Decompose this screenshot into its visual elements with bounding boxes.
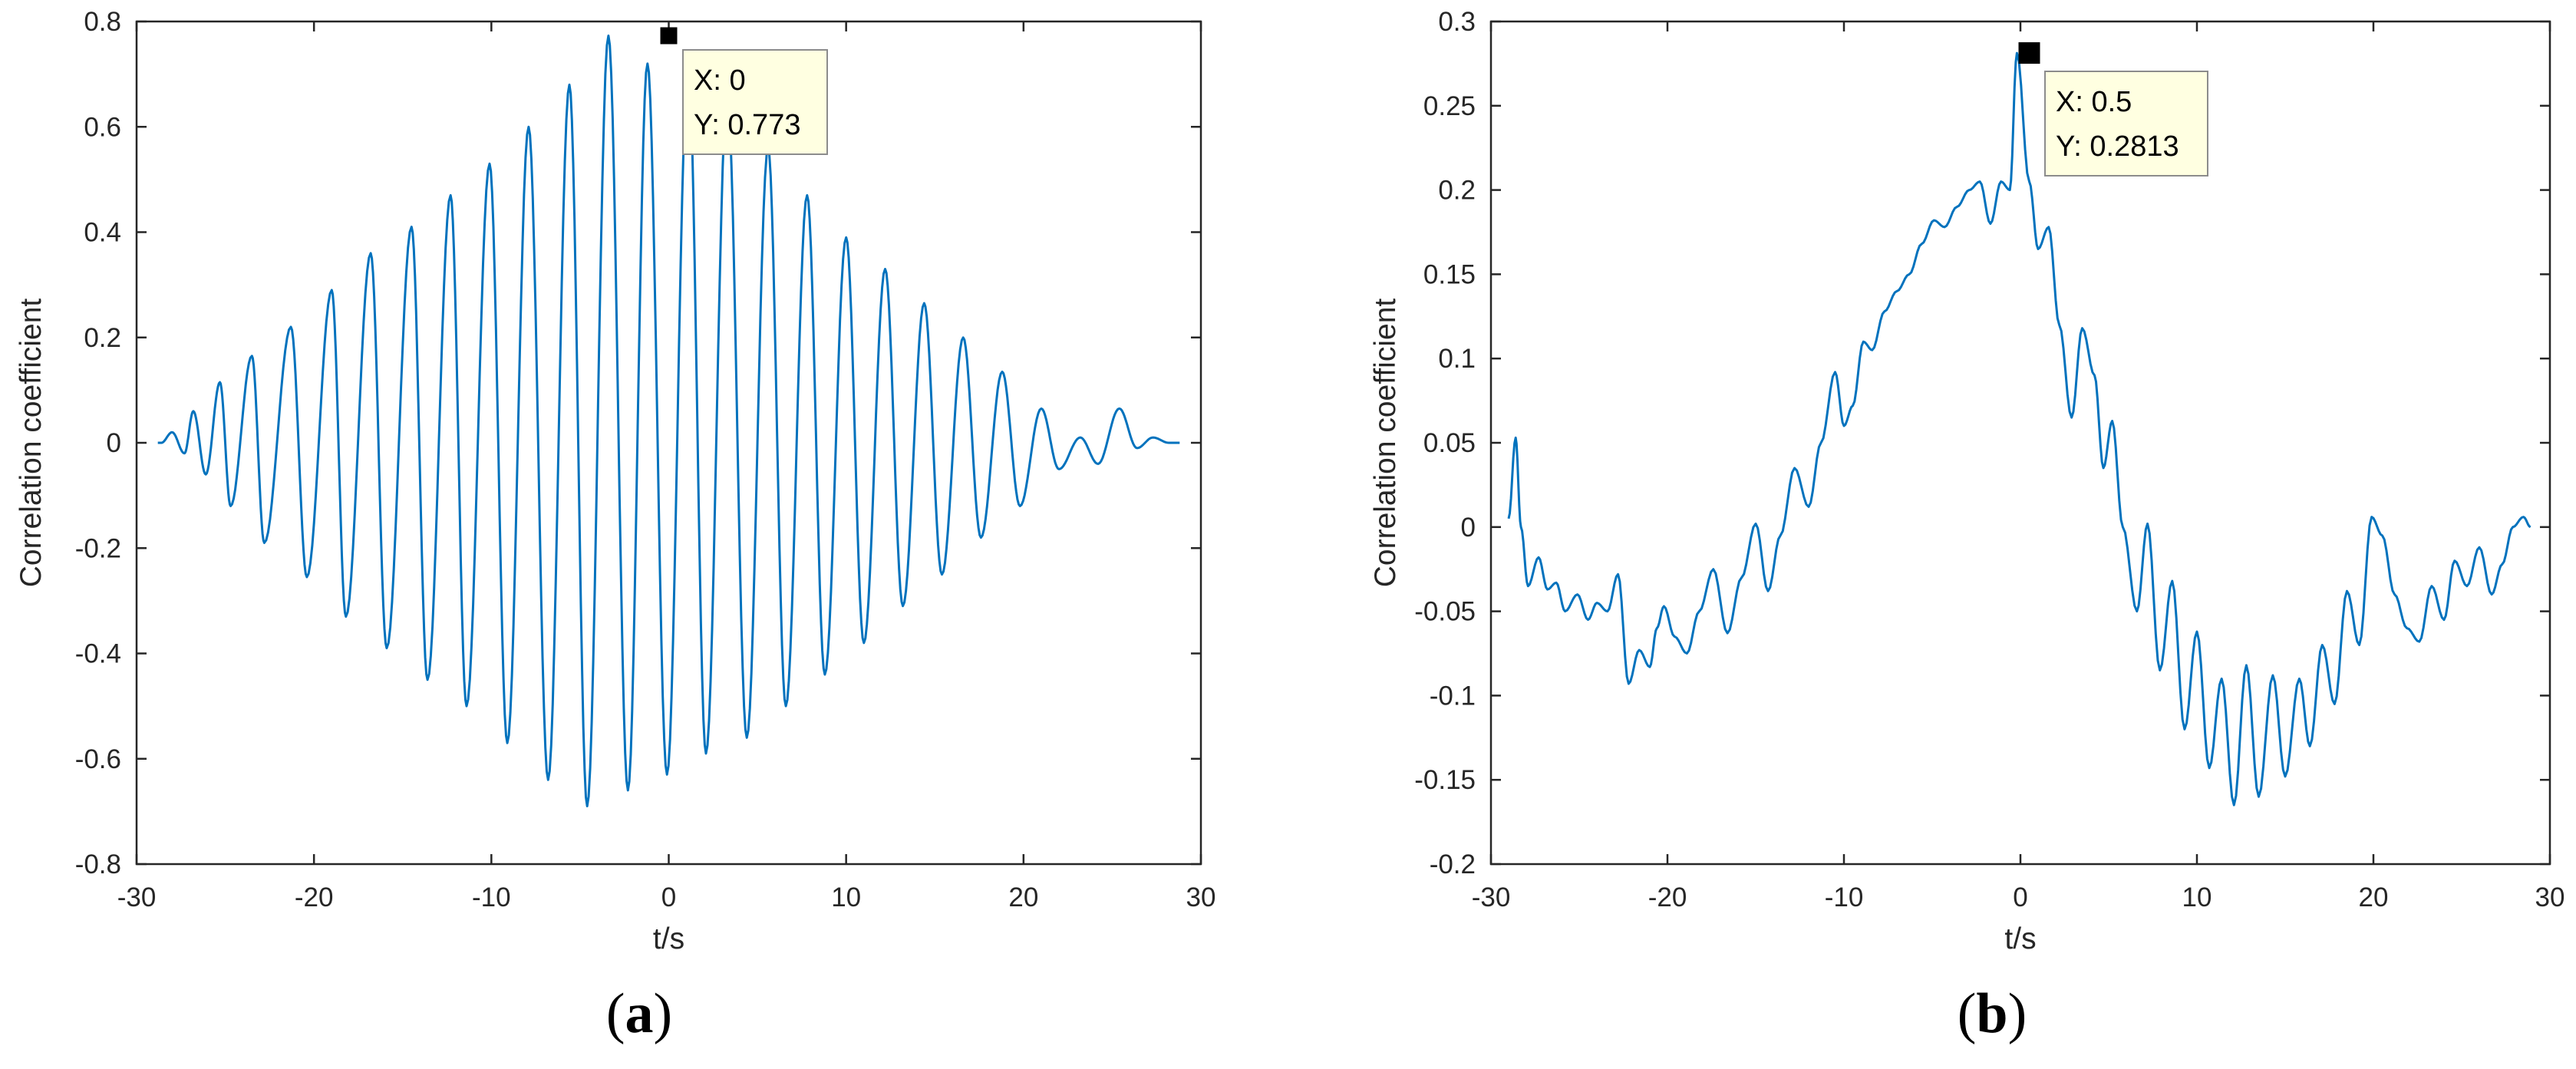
x-tick-label: 20 <box>1008 883 1038 912</box>
x-tick-label: -30 <box>1472 883 1511 912</box>
y-tick-label: 0.4 <box>84 218 121 248</box>
y-axis-title: Correlation coefficient <box>15 299 48 588</box>
x-tick-label: -20 <box>1648 883 1687 912</box>
y-tick-label: -0.4 <box>75 639 121 669</box>
x-tick-label: 0 <box>2013 883 2027 912</box>
panel-label: (a) <box>606 982 672 1045</box>
y-tick-label: -0.6 <box>75 744 121 774</box>
series-line <box>157 35 1180 807</box>
datatip-box[interactable] <box>682 49 828 155</box>
datatip-x-text: X: 0.5 <box>2056 86 2132 118</box>
datatip-y-text: Y: 0.773 <box>694 109 800 141</box>
y-tick-label: 0.2 <box>84 323 121 353</box>
x-tick-label: -10 <box>1825 883 1864 912</box>
datatip-marker[interactable] <box>660 27 678 45</box>
y-tick-label: 0.25 <box>1423 91 1476 121</box>
series-line <box>1507 51 2531 807</box>
datatip-marker[interactable] <box>2018 42 2040 64</box>
chart-panel-a: -30 -20 -10 0 10 20 30 -0.8 -0.6 -0.4 -0.2 0 0.2 0.4 0… <box>15 7 1215 1045</box>
panel-label: (b) <box>1958 982 2027 1045</box>
plot-area-frame <box>135 20 1202 866</box>
x-axis-title: t/s <box>653 922 684 955</box>
plot-area-frame <box>1489 20 2551 866</box>
y-tick-label: 0.2 <box>1438 176 1476 206</box>
x-axis-title: t/s <box>2004 922 2036 955</box>
y-axis-title: Correlation coefficient <box>1369 299 1402 588</box>
x-tick-label: 10 <box>831 883 861 912</box>
x-tick-label: 30 <box>2535 883 2565 912</box>
x-tick-label: 20 <box>2359 883 2389 912</box>
datatip-y-text: Y: 0.2813 <box>2056 130 2179 163</box>
x-tick-label: 0 <box>661 883 676 912</box>
y-tick-label: 0.8 <box>84 7 121 37</box>
y-tick-label: -0.1 <box>1430 681 1476 711</box>
x-tick-label: 10 <box>2182 883 2212 912</box>
chart-panel-b: -30 -20 -10 0 10 20 30 -0.2 -0.15 -0.1 -0.05 0 0.05 0… <box>1369 7 2564 1045</box>
y-tick-label: -0.2 <box>75 533 121 563</box>
y-tick-label: 0 <box>107 428 121 458</box>
y-tick-label: 0.15 <box>1423 259 1476 289</box>
x-tick-label: 30 <box>1186 883 1216 912</box>
y-tick-label: -0.8 <box>75 850 121 879</box>
y-tick-label: 0.3 <box>1438 7 1476 37</box>
y-tick-label: -0.15 <box>1414 765 1476 795</box>
y-tick-label: 0.6 <box>84 112 121 142</box>
datatip-box[interactable] <box>2044 71 2208 177</box>
y-tick-label: 0.05 <box>1423 428 1476 458</box>
y-tick-label: -0.2 <box>1430 850 1476 879</box>
y-tick-label: 0.1 <box>1438 344 1476 374</box>
y-tick-label: -0.05 <box>1414 597 1476 627</box>
x-tick-label: -10 <box>472 883 511 912</box>
x-tick-label: -30 <box>117 883 157 912</box>
x-tick-label: -20 <box>295 883 334 912</box>
y-tick-label: 0 <box>1461 513 1476 543</box>
datatip-x-text: X: 0 <box>694 64 746 97</box>
